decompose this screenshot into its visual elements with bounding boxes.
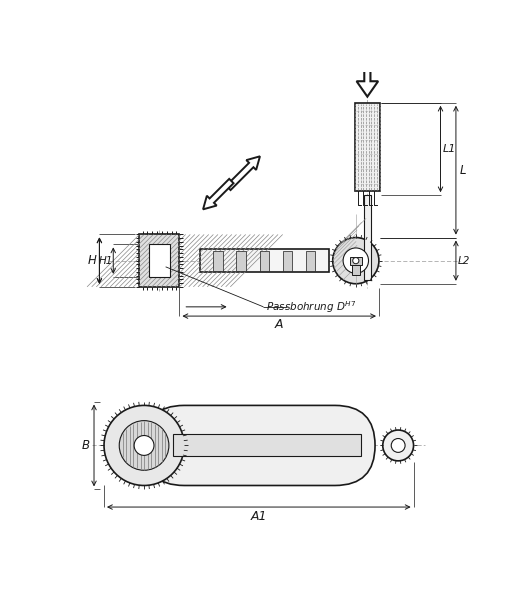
Text: H1: H1 <box>99 256 114 266</box>
Bar <box>350 257 362 265</box>
Bar <box>306 251 315 271</box>
Bar <box>139 235 179 287</box>
Circle shape <box>104 406 184 485</box>
Text: L2: L2 <box>458 256 470 266</box>
Circle shape <box>343 248 369 274</box>
FancyBboxPatch shape <box>144 406 375 485</box>
Bar <box>355 103 380 191</box>
Bar <box>173 434 361 457</box>
Text: A: A <box>275 318 284 331</box>
Bar <box>352 265 360 275</box>
Polygon shape <box>203 179 234 209</box>
Bar <box>282 251 292 271</box>
Text: H: H <box>87 254 96 267</box>
Bar <box>149 244 170 277</box>
Circle shape <box>391 439 405 452</box>
Circle shape <box>333 238 379 284</box>
Bar <box>199 249 329 272</box>
Bar <box>214 251 222 271</box>
Text: B: B <box>82 439 89 452</box>
Circle shape <box>383 430 413 461</box>
Text: L: L <box>460 164 466 176</box>
Text: L1: L1 <box>443 144 457 154</box>
Text: Passbohrung $D^{H7}$: Passbohrung $D^{H7}$ <box>266 299 356 315</box>
Circle shape <box>119 421 169 470</box>
Polygon shape <box>226 157 260 190</box>
Polygon shape <box>357 63 378 97</box>
Text: A1: A1 <box>250 510 267 523</box>
Circle shape <box>353 257 359 264</box>
Bar <box>237 251 246 271</box>
Bar <box>363 195 371 280</box>
Bar <box>259 251 269 271</box>
Circle shape <box>134 436 154 455</box>
